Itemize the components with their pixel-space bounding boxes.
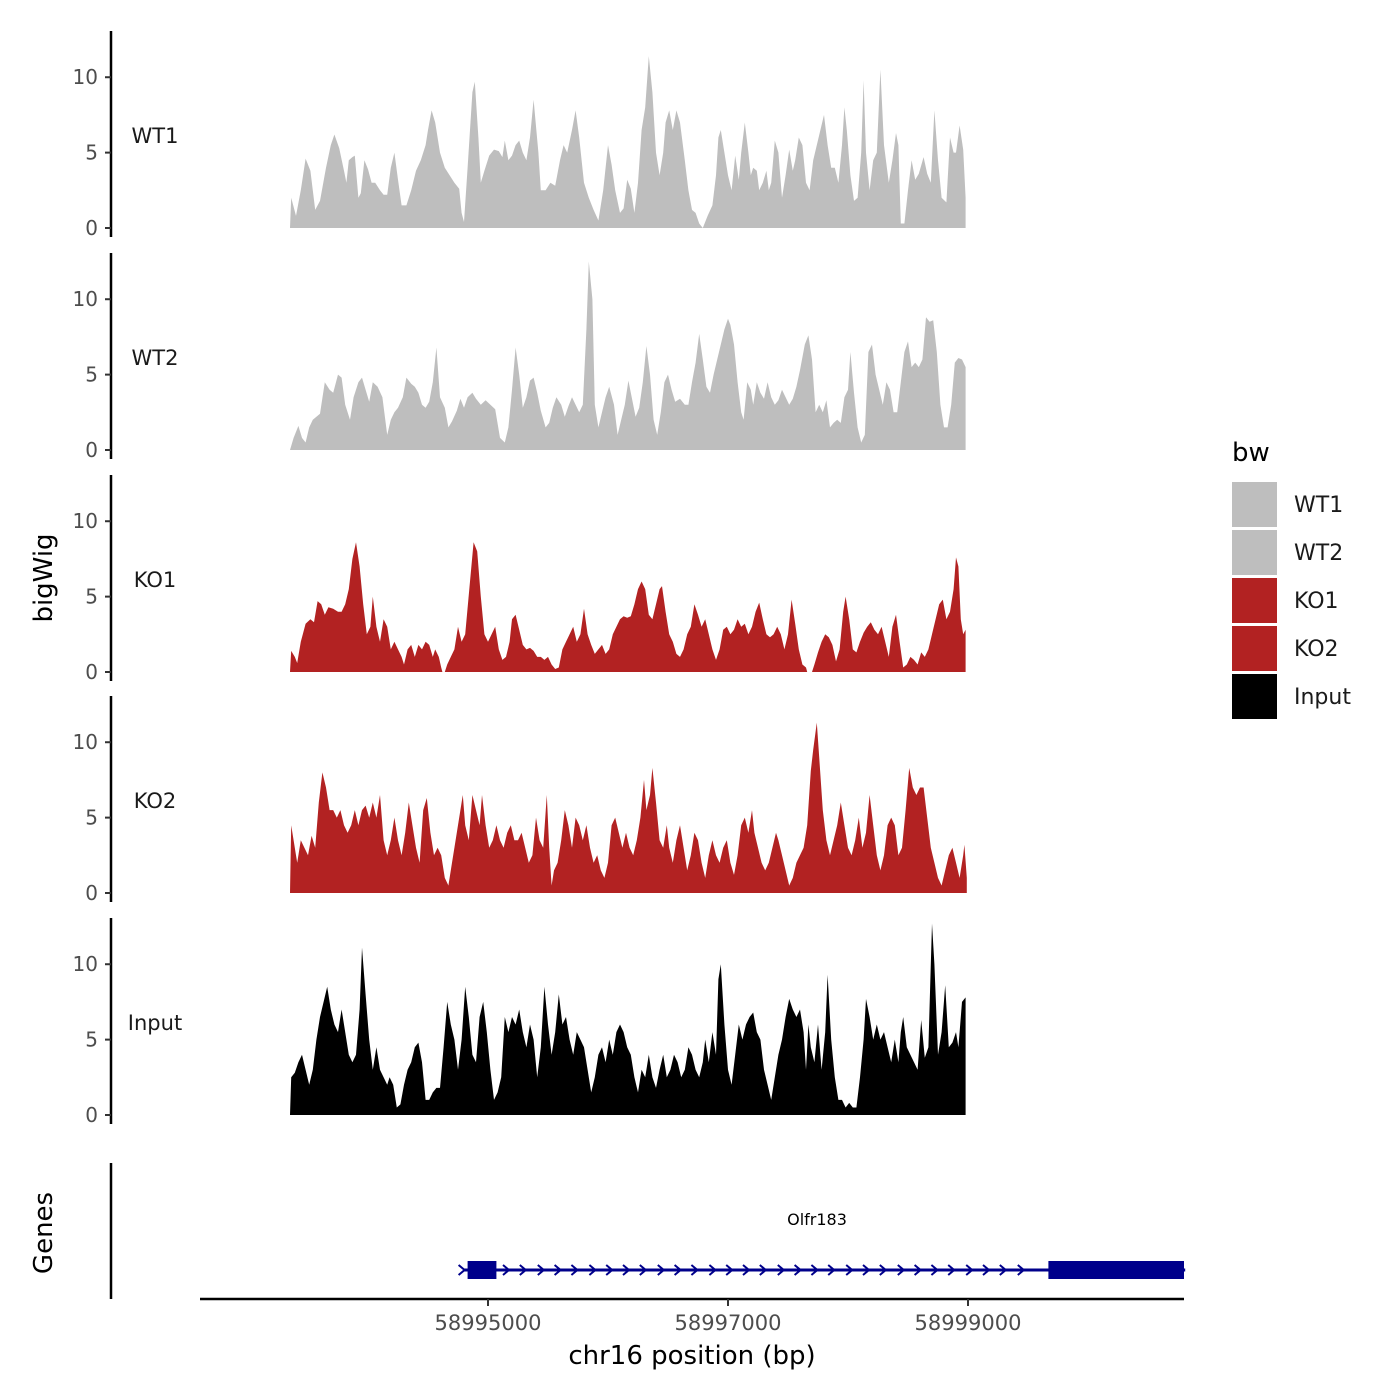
area-wt2 bbox=[290, 261, 966, 450]
y-tick-label: 5 bbox=[85, 1028, 98, 1052]
strand-arrow bbox=[708, 1264, 717, 1276]
y-tick-label: 5 bbox=[85, 363, 98, 387]
y-tick-label: 10 bbox=[73, 952, 98, 976]
area-input bbox=[290, 923, 966, 1115]
area-ko1 bbox=[290, 542, 966, 672]
strand-arrow bbox=[897, 1264, 906, 1276]
strand-arrow bbox=[965, 1264, 974, 1276]
x-axis-title: chr16 position (bp) bbox=[568, 1341, 815, 1371]
legend-title: bw bbox=[1232, 438, 1270, 468]
strand-arrow bbox=[793, 1264, 803, 1276]
y-tick-label: 0 bbox=[85, 660, 98, 684]
strand-arrow bbox=[622, 1264, 631, 1276]
legend-label: KO1 bbox=[1294, 589, 1339, 614]
strand-arrow bbox=[537, 1264, 546, 1276]
x-tick-label: 58999000 bbox=[915, 1311, 1022, 1335]
area-ko2 bbox=[290, 722, 967, 893]
strand-arrow bbox=[742, 1264, 751, 1276]
y-tick-label: 0 bbox=[85, 438, 98, 462]
strand-arrow bbox=[588, 1264, 597, 1276]
gene-label: Olfr183 bbox=[787, 1210, 847, 1229]
strand-arrow bbox=[605, 1264, 614, 1276]
legend-label: WT2 bbox=[1294, 541, 1343, 566]
legend-swatch-wt1 bbox=[1232, 482, 1277, 527]
strand-arrow bbox=[999, 1264, 1008, 1276]
strand-arrow bbox=[1017, 1264, 1026, 1276]
legend-label: KO2 bbox=[1294, 637, 1339, 662]
y-tick-label: 5 bbox=[85, 806, 98, 830]
track-wt2: 0 5 10 WT2 bbox=[73, 253, 966, 462]
x-axis-ticks: 58995000 58997000 58999000 bbox=[435, 1299, 1022, 1335]
legend-entries: WT1 WT2 KO1 KO2 Input bbox=[1232, 482, 1351, 719]
track-label: KO1 bbox=[134, 568, 177, 592]
track-panels: 0 5 10 WT1 0 5 10 WT2 0 5 10 KO1 0 5 10 KO2 0 5 10 Input bbox=[73, 31, 967, 1127]
strand-arrow bbox=[639, 1264, 648, 1276]
strand-arrow bbox=[913, 1264, 923, 1276]
legend-swatch-wt2 bbox=[1232, 530, 1277, 575]
track-label: KO2 bbox=[134, 789, 177, 813]
y-tick-label: 5 bbox=[85, 585, 98, 609]
gene-panel: Olfr183 bbox=[109, 1163, 1186, 1301]
track-ko1: 0 5 10 KO1 bbox=[73, 475, 966, 684]
strand-arrow bbox=[845, 1264, 854, 1276]
strand-arrow bbox=[827, 1264, 836, 1276]
strand-arrow bbox=[879, 1264, 888, 1276]
y-tick-label: 5 bbox=[85, 141, 98, 165]
track-wt1: 0 5 10 WT1 bbox=[73, 31, 966, 240]
strand-arrow bbox=[673, 1264, 683, 1276]
legend: bw WT1 WT2 KO1 KO2 Input bbox=[1232, 438, 1351, 719]
strand-arrow bbox=[947, 1264, 956, 1276]
y-tick-label: 0 bbox=[85, 881, 98, 905]
y-axis-title: bigWig bbox=[29, 533, 59, 622]
x-tick-label: 58995000 bbox=[435, 1311, 542, 1335]
genes-axis-title: Genes bbox=[29, 1192, 59, 1274]
track-label: Input bbox=[128, 1011, 182, 1035]
gene-exon bbox=[467, 1261, 497, 1279]
strand-arrow bbox=[759, 1264, 768, 1276]
gene-model bbox=[457, 1261, 1186, 1279]
strand-arrow bbox=[862, 1264, 871, 1276]
strand-arrow bbox=[982, 1264, 991, 1276]
track-input: 0 5 10 Input bbox=[73, 918, 966, 1127]
x-tick-label: 58997000 bbox=[675, 1311, 782, 1335]
strand-arrow bbox=[502, 1264, 511, 1276]
strand-arrow bbox=[725, 1264, 734, 1276]
legend-swatch-input bbox=[1232, 674, 1277, 719]
track-ko2: 0 5 10 KO2 bbox=[73, 696, 967, 905]
y-tick-label: 0 bbox=[85, 1103, 98, 1127]
strand-arrow bbox=[570, 1264, 579, 1276]
y-tick-label: 10 bbox=[73, 65, 98, 89]
strand-arrow bbox=[519, 1264, 528, 1276]
strand-arrow bbox=[810, 1264, 819, 1276]
legend-swatch-ko1 bbox=[1232, 578, 1277, 623]
strand-arrow bbox=[553, 1264, 563, 1276]
strand-arrow bbox=[930, 1264, 939, 1276]
track-label: WT2 bbox=[132, 346, 179, 370]
strand-arrow bbox=[657, 1264, 666, 1276]
strand-arrow bbox=[457, 1264, 467, 1276]
strand-arrow bbox=[777, 1264, 786, 1276]
area-wt1 bbox=[290, 56, 966, 228]
strand-arrow bbox=[690, 1264, 699, 1276]
y-tick-label: 0 bbox=[85, 216, 98, 240]
track-label: WT1 bbox=[132, 124, 179, 148]
y-tick-label: 10 bbox=[73, 287, 98, 311]
y-tick-label: 10 bbox=[73, 509, 98, 533]
y-tick-label: 10 bbox=[73, 730, 98, 754]
gene-exon bbox=[1048, 1261, 1184, 1279]
legend-label: WT1 bbox=[1294, 493, 1343, 518]
legend-swatch-ko2 bbox=[1232, 626, 1277, 671]
legend-label: Input bbox=[1294, 685, 1351, 710]
